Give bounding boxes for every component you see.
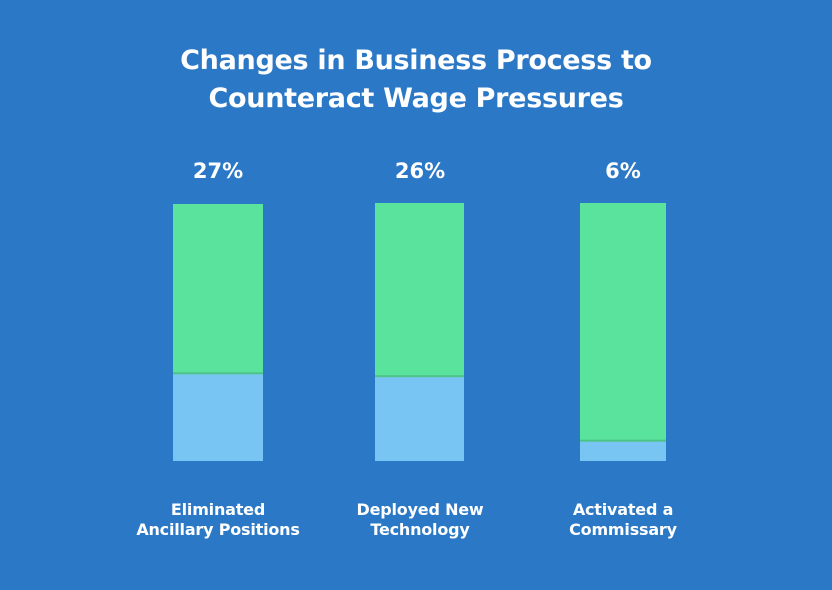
chart-title: Changes in Business Process to Counterac… — [0, 42, 832, 118]
category-label-deployed-line-2: Technology — [370, 520, 470, 539]
category-label-eliminated: Eliminated Ancillary Positions — [118, 500, 318, 540]
category-label-activated-line-1: Activated a — [572, 500, 674, 519]
chart-title-line-1: Changes in Business Process to — [180, 45, 652, 76]
value-label-deployed: 26% — [394, 159, 446, 183]
category-label-eliminated-line-1: Eliminated — [170, 500, 266, 519]
chart-title-line-2: Counteract Wage Pressures — [208, 83, 624, 114]
category-label-activated: Activated a Commissary — [523, 500, 723, 540]
category-label-deployed-line-1: Deployed New — [356, 500, 484, 519]
bar-edge-deployed — [375, 375, 464, 378]
bar-activated — [580, 441, 666, 461]
value-label-activated: 6% — [605, 159, 641, 183]
bar-edge-activated — [580, 439, 666, 442]
category-label-activated-line-2: Commissary — [569, 520, 677, 539]
bar-edge-eliminated — [173, 372, 263, 375]
bar-track-activated — [580, 203, 666, 461]
bar-deployed — [375, 377, 464, 461]
bar-eliminated — [173, 374, 263, 461]
category-label-eliminated-line-2: Ancillary Positions — [136, 520, 300, 539]
category-label-deployed: Deployed New Technology — [320, 500, 520, 540]
value-label-eliminated: 27% — [192, 159, 244, 183]
